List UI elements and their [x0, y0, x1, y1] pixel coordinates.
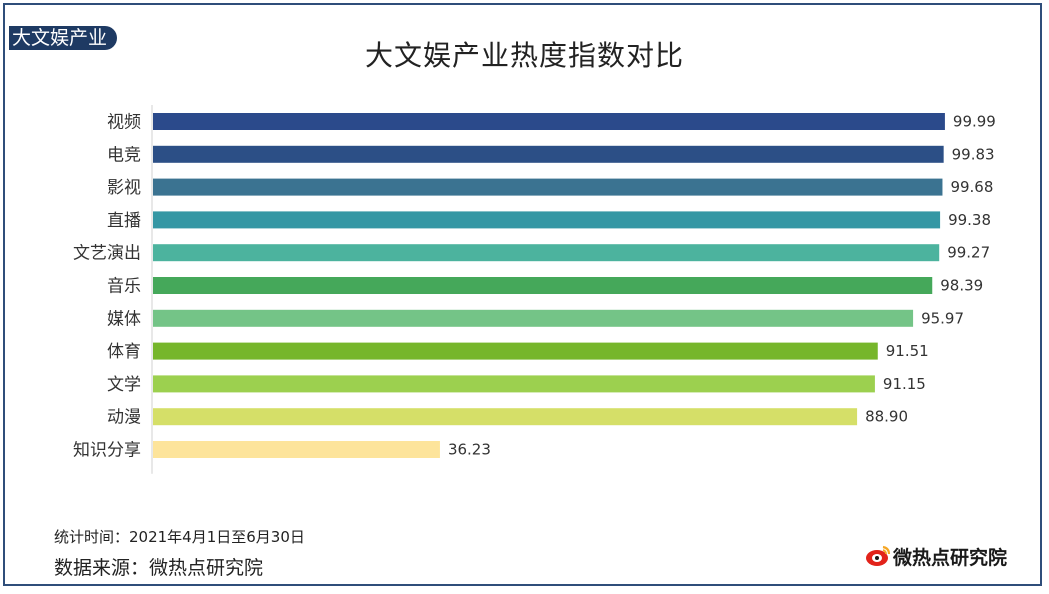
value-label: 99.68 — [950, 178, 993, 196]
category-tag: 大文娱产业 — [9, 26, 118, 50]
bar — [153, 178, 943, 196]
category-label: 文艺演出 — [73, 244, 141, 264]
category-label: 动漫 — [107, 408, 141, 428]
bar — [153, 145, 944, 163]
category-label: 音乐 — [107, 277, 141, 297]
value-label: 99.27 — [947, 244, 990, 262]
chart-frame — [3, 3, 1042, 586]
value-label: 99.83 — [952, 145, 995, 163]
category-label: 影视 — [107, 178, 141, 198]
bar — [153, 408, 858, 426]
bar — [153, 441, 440, 458]
category-label: 文学 — [107, 375, 141, 395]
stat-time: 统计时间：2021年4月1日至6月30日 — [54, 528, 305, 546]
logo-text: 微热点研究院 — [893, 546, 1008, 569]
value-label: 36.23 — [448, 441, 491, 459]
category-label: 体育 — [107, 342, 141, 362]
value-label: 91.51 — [886, 342, 929, 360]
bar — [153, 244, 940, 262]
category-label: 电竞 — [107, 145, 141, 165]
bar — [153, 211, 941, 229]
bar — [153, 309, 914, 327]
category-label: 直播 — [107, 211, 141, 231]
value-label: 98.39 — [940, 277, 983, 295]
chart-title: 大文娱产业热度指数对比 — [364, 39, 684, 72]
value-label: 99.99 — [953, 113, 996, 131]
bar — [153, 277, 933, 294]
bar — [153, 342, 878, 360]
value-label: 95.97 — [921, 309, 964, 327]
data-source: 数据来源：微热点研究院 — [54, 557, 264, 579]
brand-logo: 微热点研究院 — [865, 542, 1007, 570]
weibo-eye-icon — [866, 545, 891, 566]
category-label: 视频 — [107, 113, 141, 133]
value-label: 91.15 — [883, 375, 926, 393]
category-label: 知识分享 — [73, 441, 141, 461]
bar — [153, 375, 875, 393]
bar — [153, 113, 945, 130]
value-label: 88.90 — [865, 408, 908, 426]
value-label: 99.38 — [948, 211, 991, 229]
category-label: 媒体 — [107, 309, 141, 329]
